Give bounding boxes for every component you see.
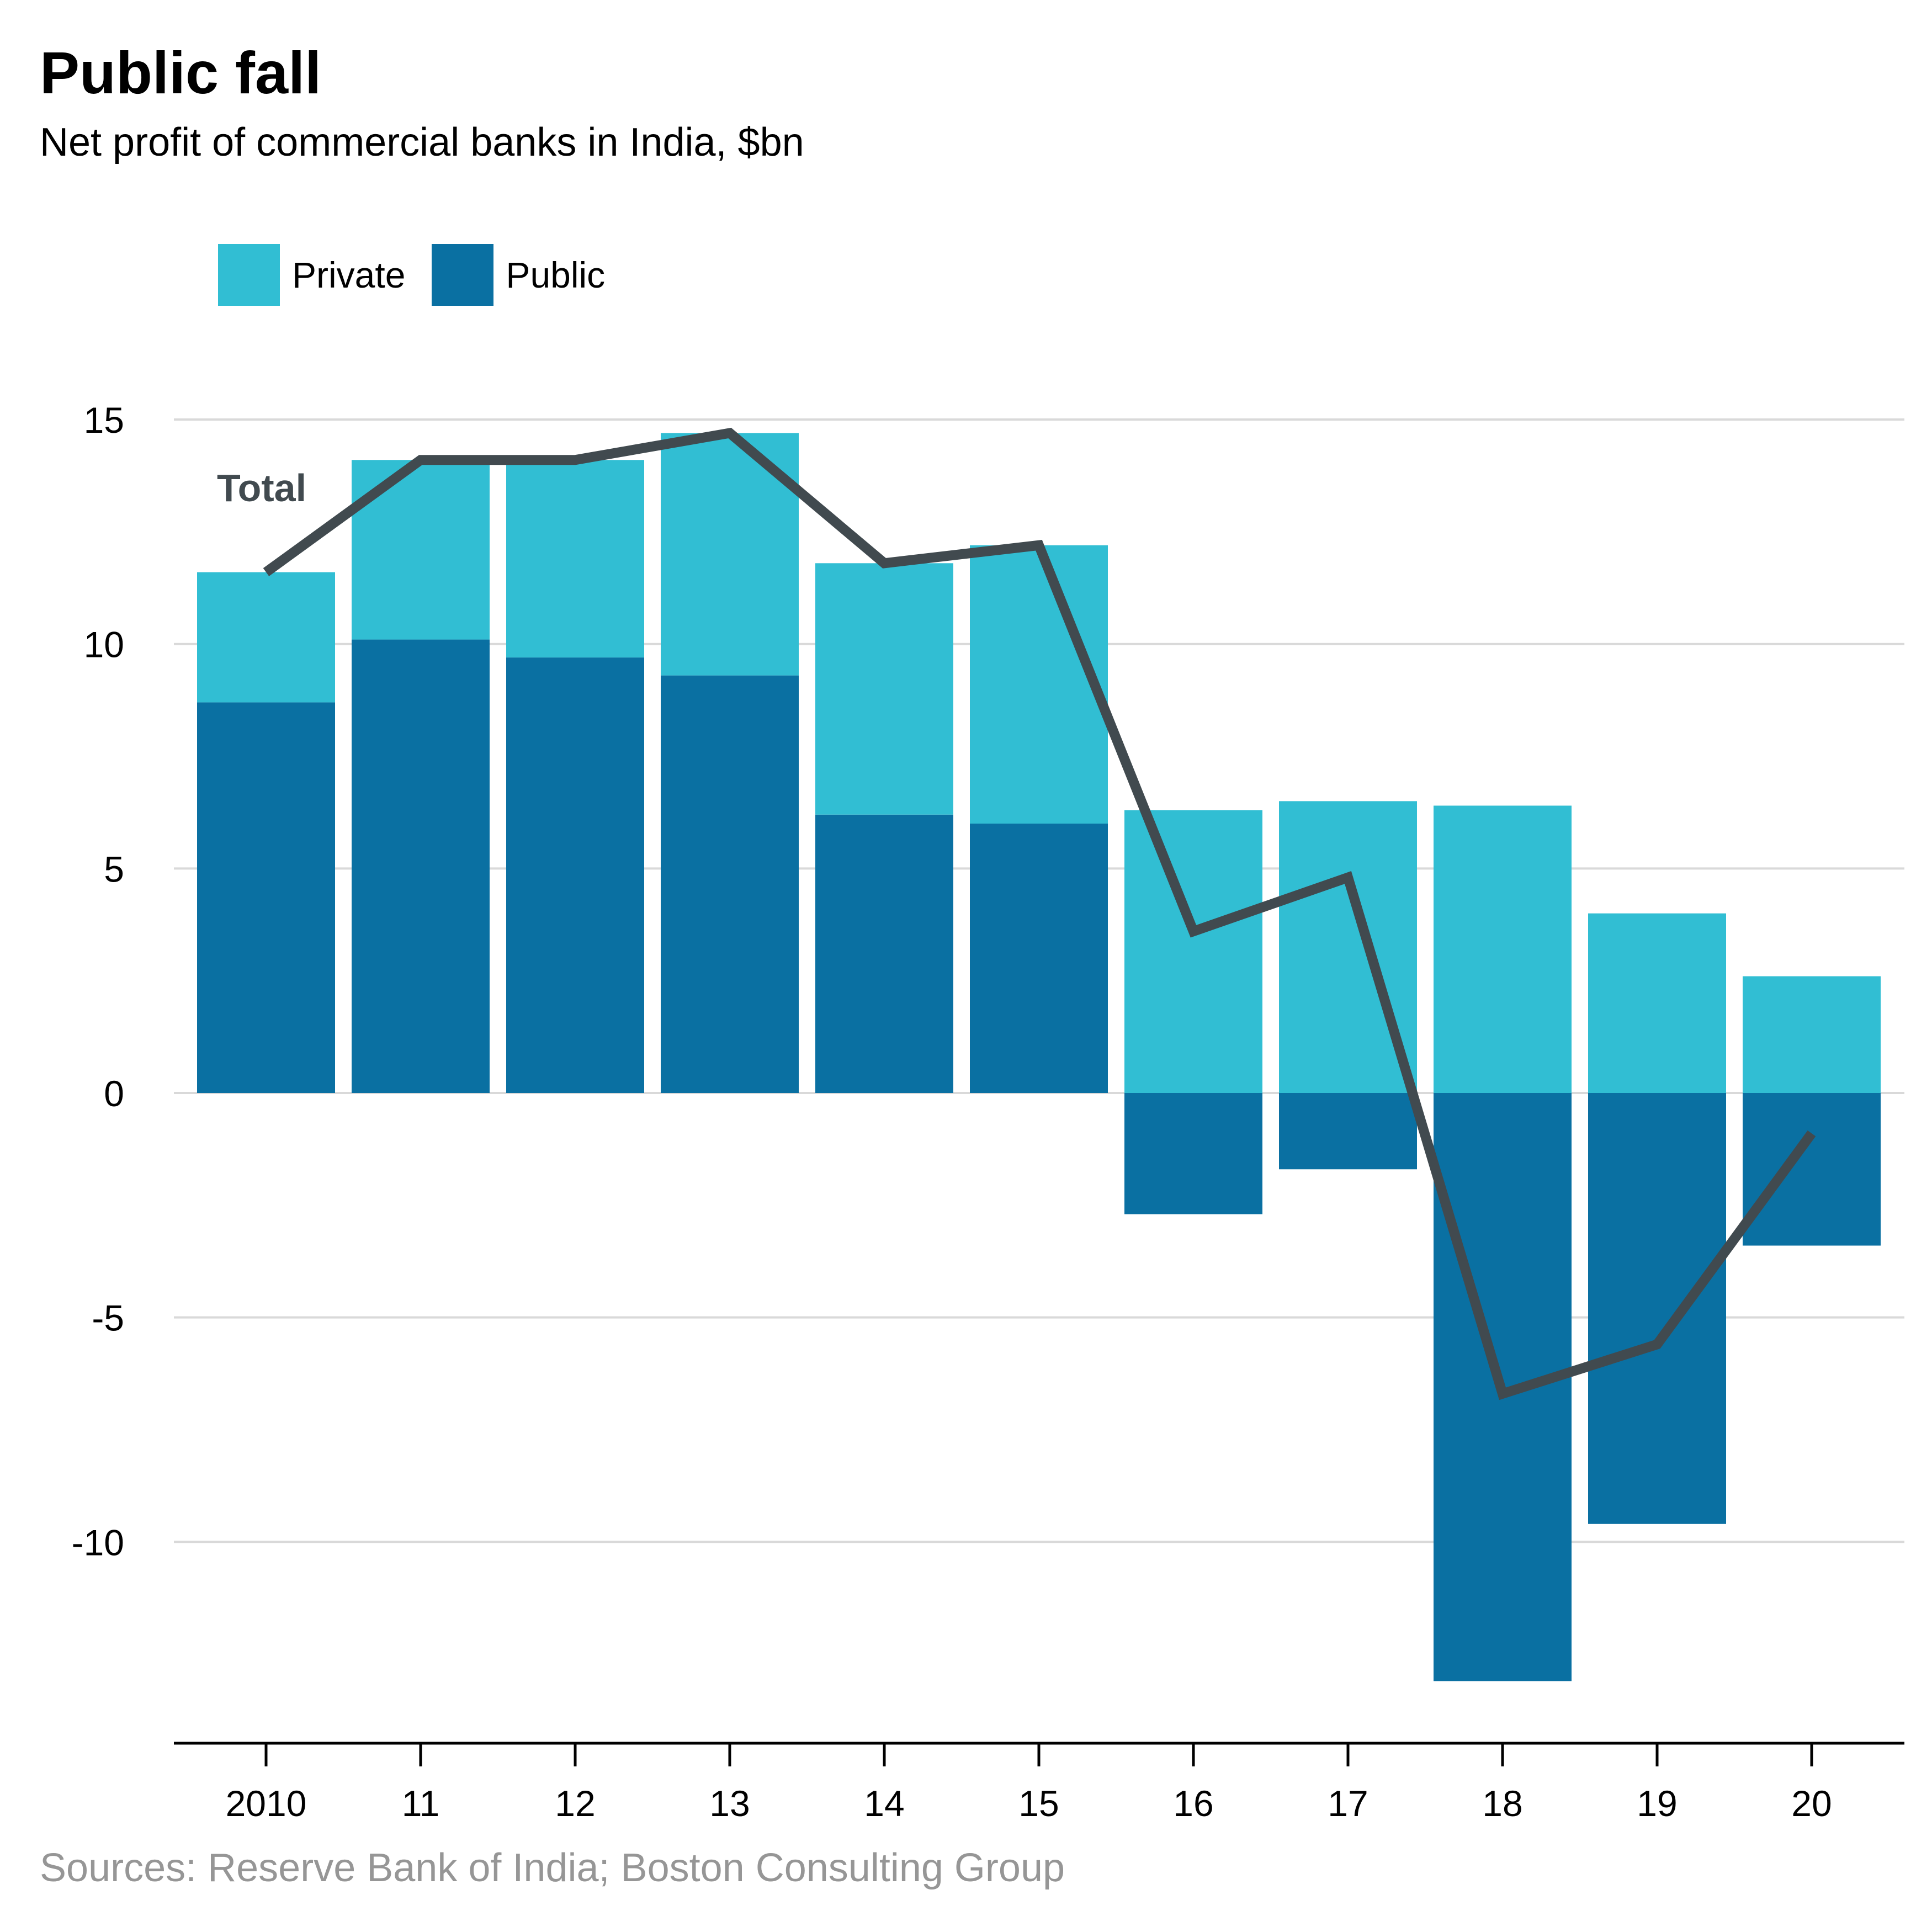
chart-subtitle: Net profit of commercial banks in India,… xyxy=(40,120,804,164)
legend-label-private: Private xyxy=(292,254,406,295)
x-tick-label: 11 xyxy=(402,1783,440,1824)
x-tick-label: 2010 xyxy=(226,1783,307,1824)
bar-public-11 xyxy=(352,639,490,1093)
y-tick-label: 10 xyxy=(84,624,124,665)
bar-private-2010 xyxy=(197,572,335,703)
legend-swatch-public xyxy=(432,244,494,306)
x-tick-label: 15 xyxy=(1018,1783,1059,1824)
chart-title: Public fall xyxy=(40,39,322,106)
bar-private-12 xyxy=(506,460,644,658)
x-tick-labels: 2010 11 12 13 14 15 16 17 18 19 20 xyxy=(226,1783,1832,1824)
x-tick-label: 17 xyxy=(1328,1783,1368,1824)
bar-private-15 xyxy=(970,545,1108,824)
x-tick-label: 13 xyxy=(709,1783,750,1824)
total-line xyxy=(263,427,1816,1400)
x-tick-label: 12 xyxy=(555,1783,595,1824)
total-line-label: Total xyxy=(217,466,306,509)
y-tick-label: -5 xyxy=(92,1298,124,1339)
y-tick-label: 15 xyxy=(84,400,124,440)
bar-public-14 xyxy=(815,814,953,1093)
bar-public-16 xyxy=(1124,1093,1262,1214)
bar-public-15 xyxy=(970,824,1108,1093)
bar-private-18 xyxy=(1434,805,1572,1093)
x-tick-label: 16 xyxy=(1173,1783,1213,1824)
legend-swatch-private xyxy=(218,244,280,306)
bar-public-2010 xyxy=(197,702,335,1093)
legend-item-private: Private xyxy=(218,244,405,306)
bar-public-12 xyxy=(506,657,644,1093)
bar-public-17 xyxy=(1279,1093,1417,1170)
y-tick-label: 0 xyxy=(104,1073,124,1114)
bar-private-20 xyxy=(1743,976,1881,1093)
x-tick-label: 18 xyxy=(1482,1783,1522,1824)
y-tick-labels: 15 10 5 0 -5 -10 xyxy=(72,400,124,1563)
x-tick-label: 14 xyxy=(864,1783,904,1824)
y-tick-label: -10 xyxy=(72,1522,124,1563)
bar-public-20 xyxy=(1743,1093,1881,1246)
bar-private-14 xyxy=(815,563,953,815)
y-tick-label: 5 xyxy=(104,848,124,889)
bar-private-19 xyxy=(1588,913,1726,1093)
bar-public-13 xyxy=(661,675,799,1093)
x-axis xyxy=(174,1742,1904,1766)
x-tick-label: 20 xyxy=(1791,1783,1832,1824)
x-tick-label: 19 xyxy=(1637,1783,1677,1824)
bar-public-19 xyxy=(1588,1093,1726,1524)
total-line-layer: Total xyxy=(217,427,1816,1400)
legend-item-public: Public xyxy=(432,244,605,306)
bar-private-11 xyxy=(352,460,490,640)
legend-label-public: Public xyxy=(506,254,606,295)
bar-layer xyxy=(197,433,1881,1681)
legend: Private Public xyxy=(218,244,631,306)
source-note: Sources: Reserve Bank of India; Boston C… xyxy=(40,1846,1065,1890)
bar-private-16 xyxy=(1124,810,1262,1093)
